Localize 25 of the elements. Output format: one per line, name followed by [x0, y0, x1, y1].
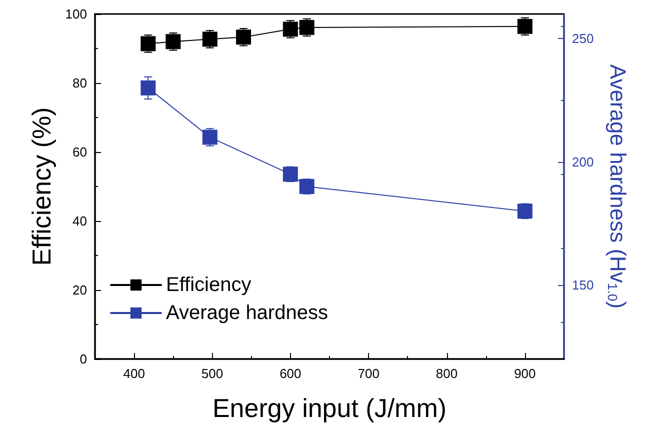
y2-axis-title: Average hardness (Hv1.0)	[605, 64, 630, 309]
legend-label: Efficiency	[166, 274, 252, 296]
y-tick-label: 0	[80, 352, 87, 366]
y2-tick-label: 250	[572, 31, 594, 46]
y-axis-title: Efficiency (%)	[26, 107, 56, 266]
y-tick-label: 60	[72, 144, 87, 160]
y-tick-label: 100	[65, 6, 87, 22]
y-tick-label: 80	[72, 76, 87, 90]
x-tick-label: 500	[201, 366, 224, 381]
point	[282, 166, 298, 182]
point	[299, 179, 314, 194]
x-tick-label: 900	[514, 366, 536, 381]
x-tick-label: 700	[358, 366, 380, 381]
x-tick-label: 400	[123, 366, 145, 381]
y-tick-label: 20	[72, 282, 87, 298]
x-axis-title: Energy input (J/mm)	[212, 393, 447, 423]
y2-tick-label: 150	[572, 278, 594, 293]
x-tick-label: 800	[436, 366, 458, 381]
x-tick-label: 600	[280, 366, 302, 381]
y2-tick-label: 200	[572, 154, 594, 170]
point	[517, 204, 532, 219]
legend-label: Average hardness	[166, 302, 328, 324]
point	[202, 130, 218, 145]
y-tick-label: 40	[72, 214, 87, 228]
point	[140, 80, 156, 96]
